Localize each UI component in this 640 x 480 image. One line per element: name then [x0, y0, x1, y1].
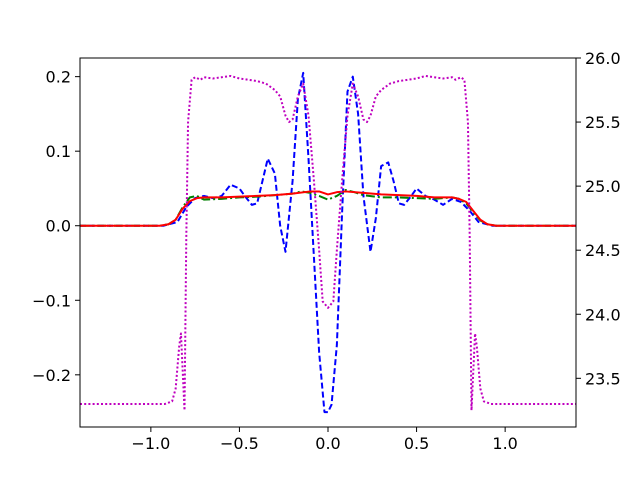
x-tick-label: 1.0 — [492, 434, 517, 453]
y-tick-label: 0.2 — [46, 68, 71, 87]
y-tick-label: 0.0 — [46, 217, 71, 236]
y2-tick-label: 26.0 — [585, 49, 621, 68]
x-axis: −1.0 −0.5 0.0 0.5 1.0 — [131, 427, 518, 453]
y-axis-left: −0.2 −0.1 0.0 0.1 0.2 — [32, 68, 80, 385]
series-line-2 — [80, 188, 576, 227]
series-line-4 — [80, 74, 576, 412]
x-tick-label: −0.5 — [220, 434, 259, 453]
series-line-1 — [80, 71, 576, 414]
x-tick-label: −1.0 — [131, 434, 170, 453]
x-tick-label: 0.5 — [404, 434, 429, 453]
y-tick-label: −0.1 — [32, 291, 71, 310]
y2-tick-label: 24.5 — [585, 241, 621, 260]
series-line-3 — [80, 190, 576, 227]
y2-tick-label: 25.5 — [585, 113, 621, 132]
y2-tick-label: 24.0 — [585, 305, 621, 324]
y2-tick-label: 25.0 — [585, 177, 621, 196]
y-tick-label: −0.2 — [32, 366, 71, 385]
y-axis-right: 23.5 24.0 24.5 25.0 25.5 26.0 — [576, 49, 621, 388]
x-tick-label: 0.0 — [315, 434, 340, 453]
y2-tick-label: 23.5 — [585, 369, 621, 388]
series-layer — [80, 71, 576, 414]
y-tick-label: 0.1 — [46, 142, 71, 161]
